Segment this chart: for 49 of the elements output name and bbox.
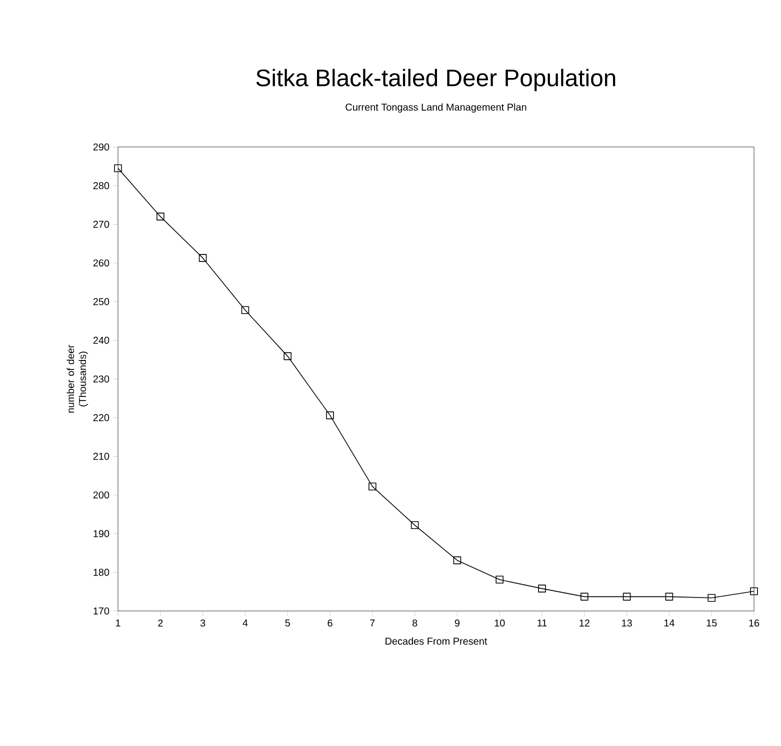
y-tick-label: 290	[93, 143, 110, 151]
point	[368, 482, 376, 490]
point	[496, 576, 504, 584]
x-tick-label: 1	[116, 620, 120, 626]
y-tick-label: 270	[93, 220, 110, 228]
point	[198, 254, 207, 262]
point	[410, 521, 419, 530]
point	[538, 584, 546, 592]
chart-subtitle: Current Tongass Land Management Plan	[346, 103, 526, 113]
x-tick-label: 6	[328, 620, 332, 627]
point	[580, 592, 588, 601]
point	[114, 164, 122, 172]
x-tick-label: 9	[454, 620, 460, 627]
chart-title: Sitka Black-tailed Deer Population	[256, 68, 616, 92]
x-tick-label: 5	[285, 620, 290, 626]
point	[284, 352, 292, 360]
x-tick-label: 13	[622, 620, 632, 627]
x-tick-label: 14	[664, 620, 674, 626]
point	[622, 592, 631, 601]
x-tick-label: 3	[200, 620, 206, 627]
x-tick-label: 10	[494, 620, 505, 627]
point	[665, 592, 674, 601]
point	[453, 556, 462, 564]
point	[750, 587, 758, 596]
y-tick-label: 180	[94, 568, 110, 576]
y-tick-label: 250	[93, 298, 110, 306]
y-tick-label: 200	[93, 491, 110, 499]
y-tick-label: 240	[93, 336, 110, 344]
x-tick-label: 7	[370, 620, 375, 626]
point	[241, 306, 250, 314]
x-axis-title: Decades From Present	[386, 637, 488, 645]
y-tick-label: 220	[93, 414, 110, 422]
y-tick-label: 170	[94, 607, 110, 615]
x-tick-label: 16	[749, 620, 760, 627]
point	[156, 212, 164, 220]
y-tick-label: 280	[93, 182, 110, 190]
y-tick-label: 230	[93, 375, 110, 383]
point	[326, 411, 334, 420]
x-tick-label: 12	[580, 620, 590, 626]
x-tick-label: 2	[158, 620, 163, 626]
x-tick-label: 4	[242, 620, 248, 626]
point	[708, 594, 716, 602]
x-tick-label: 11	[538, 620, 547, 626]
x-tick-label: 15	[706, 620, 717, 626]
y-tick-label: 210	[93, 452, 110, 460]
y-tick-label: 260	[93, 259, 110, 267]
y-tick-label: 190	[94, 530, 110, 538]
x-tick-label: 8	[412, 620, 418, 627]
y-axis-title: number of deer (Thousands)	[66, 344, 88, 413]
